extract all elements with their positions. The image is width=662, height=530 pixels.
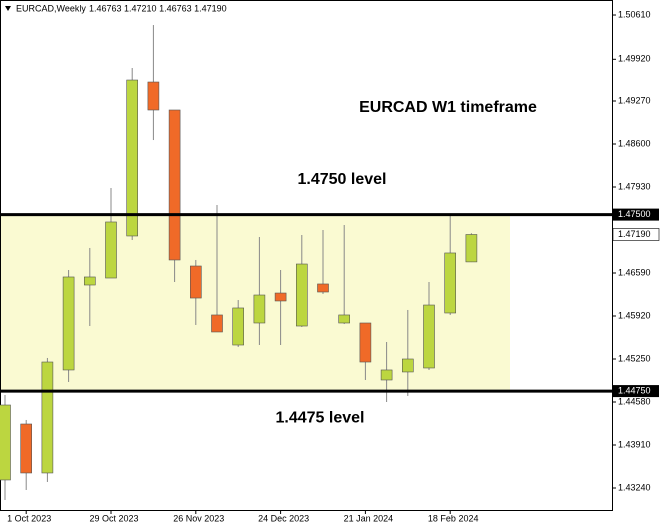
- candle-body: [232, 307, 244, 346]
- candle-body: [317, 283, 329, 293]
- x-tick-label: 24 Dec 2023: [258, 513, 309, 523]
- y-tick-label: 1.50610: [618, 9, 651, 19]
- level-price-label: 1.44750: [618, 385, 651, 395]
- candle-body: [168, 109, 181, 261]
- candle-body: [190, 265, 202, 299]
- level-price-label: 1.47500: [618, 209, 651, 219]
- candle-body: [84, 276, 96, 286]
- x-tick-label: 26 Nov 2023: [173, 513, 224, 523]
- x-tick-label: 18 Feb 2024: [428, 513, 479, 523]
- candle-body: [147, 81, 160, 111]
- x-tick-label: 21 Jan 2024: [344, 513, 394, 523]
- candle-body: [359, 322, 372, 363]
- candle-body: [20, 423, 33, 474]
- candle-body: [444, 252, 457, 314]
- candle-body: [253, 294, 266, 324]
- x-tick-label: 1 Oct 2023: [7, 513, 51, 523]
- candle-body: [211, 314, 223, 333]
- candle-body: [274, 292, 287, 302]
- candle-body: [41, 361, 54, 474]
- current-price-label: 1.47190: [618, 229, 651, 239]
- candle-body: [338, 314, 351, 324]
- x-tick-label: 29 Oct 2023: [89, 513, 138, 523]
- plot-frame: [0, 0, 613, 511]
- ohlc-header: 1.46763 1.47210 1.46763 1.47190: [89, 3, 227, 13]
- candle-body: [423, 304, 435, 369]
- y-tick-label: 1.43240: [618, 482, 651, 492]
- symbol-header: EURCAD,Weekly: [16, 3, 86, 13]
- candle-body: [465, 234, 478, 263]
- candle-body: [62, 276, 75, 371]
- menu-arrow: [5, 6, 11, 11]
- level-annotation: 1.4475 level: [276, 409, 365, 426]
- candle-body: [105, 221, 117, 279]
- level-price-box: [613, 385, 659, 398]
- candle-body: [380, 369, 393, 381]
- y-tick-label: 1.45920: [618, 310, 651, 320]
- level-price-box: [613, 208, 659, 221]
- y-tick-label: 1.48600: [618, 138, 651, 148]
- y-tick-label: 1.43910: [618, 439, 651, 449]
- y-tick-label: 1.49920: [618, 54, 651, 64]
- level-annotation: 1.4750 level: [298, 171, 387, 188]
- y-tick-label: 1.46590: [618, 267, 651, 277]
- current-price-box: [612, 228, 660, 241]
- candle-body: [126, 79, 138, 237]
- y-tick-label: 1.49270: [618, 95, 651, 105]
- y-tick-label: 1.47930: [618, 181, 651, 191]
- candle-body: [295, 263, 308, 327]
- candle-body: [0, 404, 11, 481]
- y-tick-label: 1.44580: [618, 396, 651, 406]
- candle-body: [401, 358, 414, 373]
- y-tick-label: 1.45250: [618, 353, 651, 363]
- chart-title: EURCAD W1 timeframe: [359, 99, 537, 116]
